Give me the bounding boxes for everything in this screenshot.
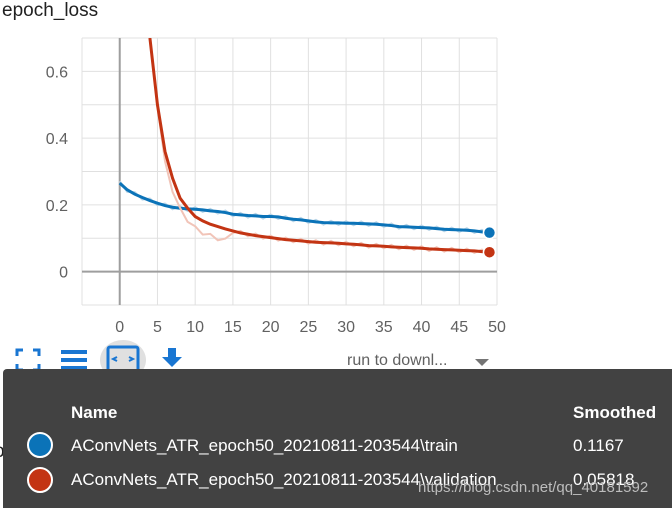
tooltip-header-name: Name	[71, 403, 118, 422]
x-tick-label: 20	[262, 319, 280, 336]
log-scale-icon[interactable]	[60, 346, 88, 374]
y-tick-label: 0	[59, 265, 68, 282]
x-tick-label: 0	[115, 319, 124, 336]
run-select-label: run to downl...	[347, 352, 448, 369]
x-tick-label: 10	[186, 319, 204, 336]
tooltip-row-value: 0.1167	[573, 436, 624, 455]
watermark: https://blog.csdn.net/qq_40181592	[418, 479, 649, 496]
x-tick-label: 40	[413, 319, 431, 336]
validation-swatch-icon	[27, 467, 53, 493]
tooltip-panel: Name Smoothed AConvNets_ATR_epoch50_2021…	[3, 369, 672, 508]
train-swatch-icon	[27, 432, 53, 458]
x-tick-label: 35	[375, 319, 393, 336]
tooltip-row-name: AConvNets_ATR_epoch50_20210811-203544\tr…	[71, 436, 458, 455]
x-tick-label: 15	[224, 319, 242, 336]
expand-icon[interactable]	[14, 346, 42, 374]
tooltip-row-name: AConvNets_ATR_epoch50_20210811-203544\va…	[71, 470, 497, 489]
tooltip-header-smoothed: Smoothed	[573, 403, 657, 422]
y-tick-label: 0.4	[46, 131, 68, 148]
chevron-down-icon	[475, 359, 489, 366]
x-tick-label: 50	[488, 319, 506, 336]
series-line	[148, 38, 490, 254]
chart-title: epoch_loss	[2, 0, 99, 21]
x-tick-label: 45	[450, 319, 468, 336]
x-tick-label: 25	[299, 319, 317, 336]
series-end-point	[482, 225, 497, 240]
x-tick-label: 5	[153, 319, 162, 336]
chart-plot[interactable]: 0 0.2 0.4 0.6 0 5 10 15 20 25 30 35 40 45 50	[0, 0, 672, 345]
y-tick-label: 0.2	[46, 198, 68, 215]
series-line	[118, 182, 490, 235]
y-tick-label: 0.6	[46, 64, 68, 81]
series-end-point	[482, 245, 497, 259]
tooltip-row-value: 0.05818	[573, 470, 635, 489]
x-tick-label: 30	[337, 319, 355, 336]
